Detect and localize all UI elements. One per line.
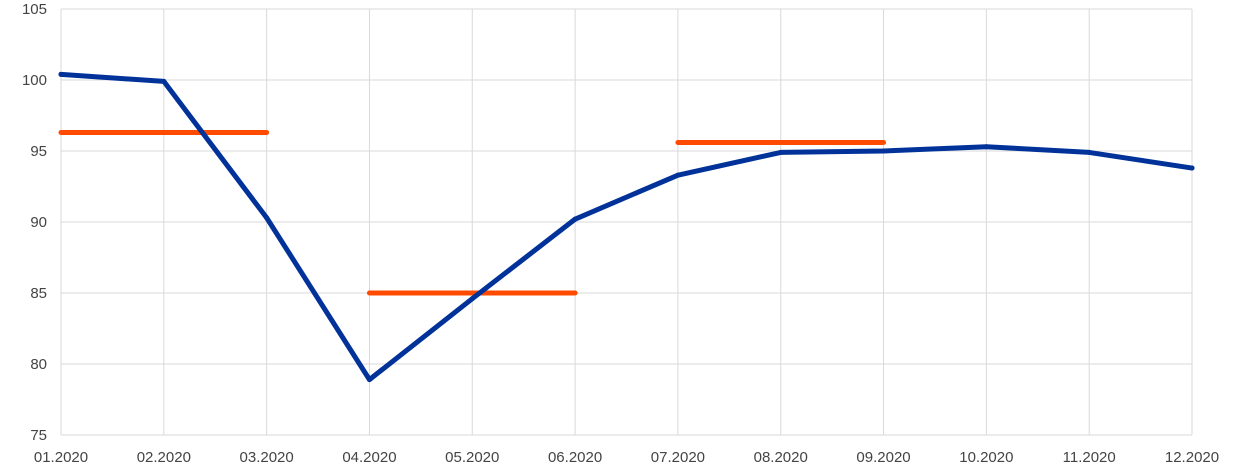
series-point (675, 172, 681, 178)
series-point (469, 296, 475, 302)
series-point (1189, 165, 1195, 171)
series-point (264, 215, 270, 221)
x-tick-label: 04.2020 (342, 449, 396, 466)
series-point (1086, 149, 1092, 155)
x-tick-label: 05.2020 (445, 449, 499, 466)
x-tick-label: 10.2020 (959, 449, 1013, 466)
series-point (58, 71, 64, 77)
x-tick-label: 06.2020 (548, 449, 602, 466)
series-point (778, 149, 784, 155)
y-tick-label: 100 (22, 72, 47, 89)
x-tick-label: 12.2020 (1165, 449, 1219, 466)
y-axis-ticks: 75 80 85 90 95 100 105 (22, 1, 47, 444)
series-point (366, 377, 372, 383)
y-tick-label: 105 (22, 1, 47, 18)
segment-series (58, 130, 887, 296)
x-tick-label: 07.2020 (651, 449, 705, 466)
y-tick-label: 85 (30, 285, 47, 302)
x-tick-label: 09.2020 (856, 449, 910, 466)
series-line (58, 71, 1195, 383)
y-tick-label: 80 (30, 356, 47, 373)
y-tick-label: 75 (30, 427, 47, 444)
x-tick-label: 08.2020 (754, 449, 808, 466)
line-series (58, 71, 1195, 383)
series-point (983, 144, 989, 150)
y-tick-label: 90 (30, 214, 47, 231)
series-point (881, 148, 887, 154)
series-point (161, 78, 167, 84)
x-tick-label: 11.2020 (1063, 449, 1116, 466)
x-tick-label: 02.2020 (137, 449, 191, 466)
x-axis-ticks: 01.2020 02.2020 03.2020 04.2020 05.2020 06.20… (34, 449, 1219, 466)
x-tick-label: 01.2020 (34, 449, 88, 466)
y-tick-label: 95 (30, 143, 47, 160)
x-tick-label: 03.2020 (240, 449, 294, 466)
series-point (572, 216, 578, 222)
grid (60, 8, 1193, 436)
